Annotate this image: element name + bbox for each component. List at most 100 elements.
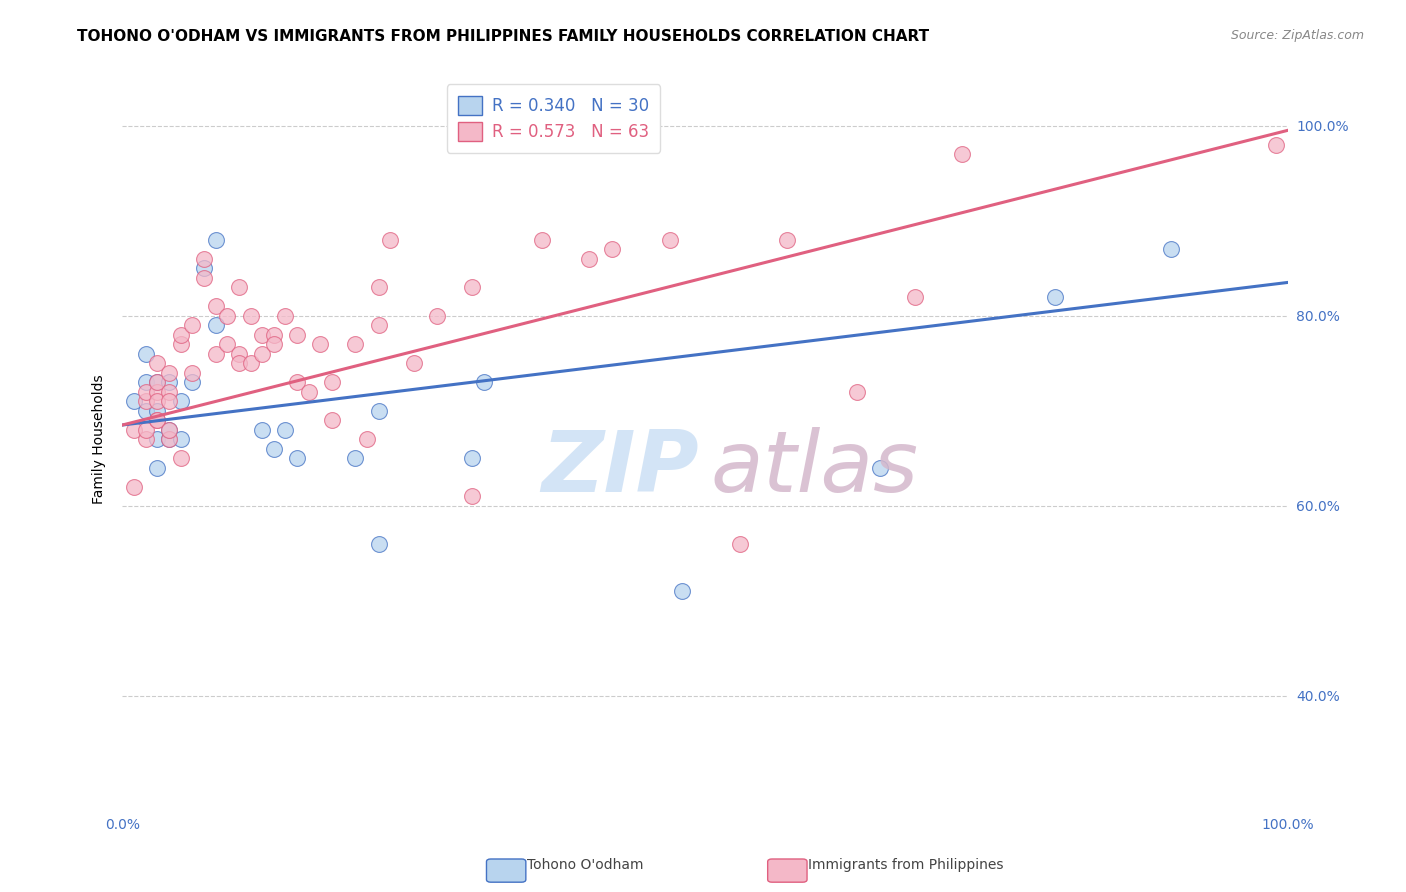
Point (157, 384, 180, 399)
Point (869, 460, 891, 475)
Point (135, 384, 157, 399)
Point (380, 233, 402, 247)
Point (157, 432, 180, 446)
Point (217, 309, 239, 323)
Point (402, 356, 425, 370)
Point (728, 537, 751, 551)
Point (367, 404, 389, 418)
Point (298, 384, 321, 399)
Point (845, 384, 868, 399)
Point (181, 318, 204, 333)
Point (309, 337, 332, 351)
Point (146, 460, 169, 475)
Point (193, 252, 215, 266)
Text: ZIP: ZIP (541, 427, 699, 510)
Point (204, 299, 226, 313)
Point (367, 280, 389, 294)
Point (146, 384, 169, 399)
Point (904, 290, 927, 304)
Point (461, 489, 484, 503)
Point (776, 233, 799, 247)
Point (285, 376, 308, 390)
Point (157, 376, 180, 390)
Point (157, 394, 180, 409)
Y-axis label: Family Households: Family Households (93, 375, 107, 504)
Point (274, 309, 297, 323)
Point (461, 451, 484, 466)
Point (146, 413, 169, 427)
Point (204, 233, 226, 247)
Point (1265, 137, 1288, 152)
Point (157, 423, 180, 437)
Point (250, 423, 273, 437)
Point (157, 366, 180, 380)
Point (146, 432, 169, 446)
Point (169, 451, 191, 466)
Point (285, 451, 308, 466)
Point (950, 147, 973, 161)
Point (426, 309, 449, 323)
Point (169, 337, 191, 351)
Point (250, 347, 273, 361)
Point (146, 413, 169, 427)
Point (122, 394, 145, 409)
Point (135, 394, 157, 409)
Point (228, 347, 250, 361)
Point (193, 270, 215, 285)
Point (181, 376, 204, 390)
Point (1043, 290, 1066, 304)
Point (530, 233, 553, 247)
Point (204, 318, 226, 333)
Text: Source: ZipAtlas.com: Source: ZipAtlas.com (1230, 29, 1364, 42)
Point (600, 242, 623, 256)
Point (228, 356, 250, 370)
Point (146, 376, 169, 390)
Point (146, 376, 169, 390)
Point (135, 347, 157, 361)
Point (671, 584, 693, 599)
Point (263, 327, 285, 342)
Point (285, 327, 308, 342)
Point (157, 432, 180, 446)
Point (146, 404, 169, 418)
Point (659, 233, 682, 247)
Point (367, 537, 389, 551)
Point (250, 327, 273, 342)
Point (228, 280, 250, 294)
Legend: R = 0.340   N = 30, R = 0.573   N = 63: R = 0.340 N = 30, R = 0.573 N = 63 (447, 84, 661, 153)
Point (344, 451, 367, 466)
Point (169, 327, 191, 342)
Point (461, 280, 484, 294)
Point (263, 442, 285, 456)
Point (135, 404, 157, 418)
Point (169, 394, 191, 409)
Point (146, 356, 169, 370)
Point (321, 376, 343, 390)
Text: Tohono O'odham: Tohono O'odham (527, 858, 644, 872)
Point (367, 318, 389, 333)
Text: atlas: atlas (711, 427, 920, 510)
Point (135, 432, 157, 446)
Point (181, 366, 204, 380)
Text: TOHONO O'ODHAM VS IMMIGRANTS FROM PHILIPPINES FAMILY HOUSEHOLDS CORRELATION CHAR: TOHONO O'ODHAM VS IMMIGRANTS FROM PHILIP… (77, 29, 929, 44)
Point (217, 337, 239, 351)
Point (578, 252, 600, 266)
Point (239, 356, 262, 370)
Point (146, 394, 169, 409)
Point (472, 376, 495, 390)
Point (169, 432, 191, 446)
Point (1160, 242, 1182, 256)
Point (204, 347, 226, 361)
Point (122, 423, 145, 437)
Point (356, 432, 378, 446)
Text: Immigrants from Philippines: Immigrants from Philippines (808, 858, 1004, 872)
Point (344, 337, 367, 351)
Point (122, 480, 145, 494)
Point (263, 337, 285, 351)
Point (193, 261, 215, 276)
Point (135, 376, 157, 390)
Point (321, 413, 343, 427)
Point (157, 423, 180, 437)
Point (135, 423, 157, 437)
Point (239, 309, 262, 323)
